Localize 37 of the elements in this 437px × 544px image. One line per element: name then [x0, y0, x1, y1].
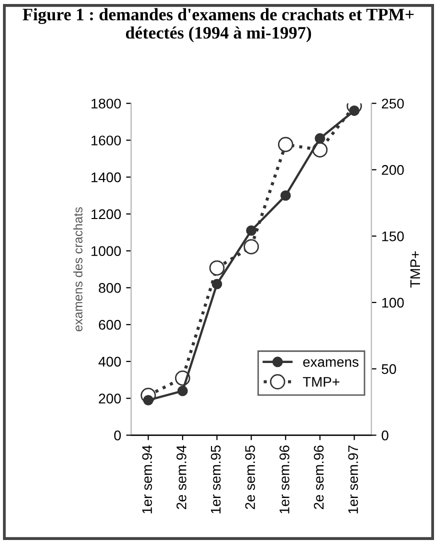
y-tick-label: 400	[98, 356, 121, 367]
y-tick-label: 1000	[92, 246, 121, 256]
y2-tick-label: 0	[382, 430, 388, 440]
chart-title: Figure 1 : demandes d'examens de crachats et TPM+ détectés (1994 à mi-1997)	[22, 8, 414, 42]
y-tick-label: 200	[98, 394, 121, 404]
x-tick-label: 2e sem.95	[245, 446, 256, 510]
point	[212, 278, 222, 290]
x-tick-label: 2e sem.94	[176, 445, 186, 510]
legend-label: TMP+	[302, 377, 340, 387]
y2-tick-label: 50	[382, 364, 396, 374]
y2-tick-label: 100	[382, 298, 404, 308]
y-tick-label: 1400	[92, 172, 121, 182]
point	[280, 190, 291, 201]
point	[177, 386, 188, 396]
point	[314, 133, 326, 144]
x-tick-label: 1er sem.97	[348, 446, 358, 514]
point	[246, 225, 256, 236]
legend-label: examens	[303, 359, 358, 367]
y2-axis-title: TMP+	[410, 251, 420, 288]
y2-tick-label: 200	[382, 165, 404, 175]
point	[278, 136, 294, 152]
y-tick-label: 800	[98, 283, 121, 293]
x-tick-label: 1er sem.95	[210, 446, 221, 514]
x-tick-label: 2e sem.96	[314, 446, 324, 510]
y2-tick-label: 250	[382, 98, 404, 109]
x-tick-label: 1er sem.96	[280, 446, 290, 514]
point	[244, 239, 259, 254]
y-tick-label: 1800	[92, 98, 121, 109]
y-tick-label: 600	[98, 320, 121, 330]
point	[209, 260, 225, 276]
y-tick-label: 1200	[92, 209, 121, 220]
y2-tick-label: 150	[382, 231, 404, 242]
y-tick-label: 0	[114, 430, 121, 440]
y-axis-title: examens des crachats	[73, 207, 82, 332]
y-tick-label: 1600	[92, 136, 121, 146]
point	[349, 106, 360, 116]
x-tick-label: 1er sem.94	[142, 445, 152, 514]
